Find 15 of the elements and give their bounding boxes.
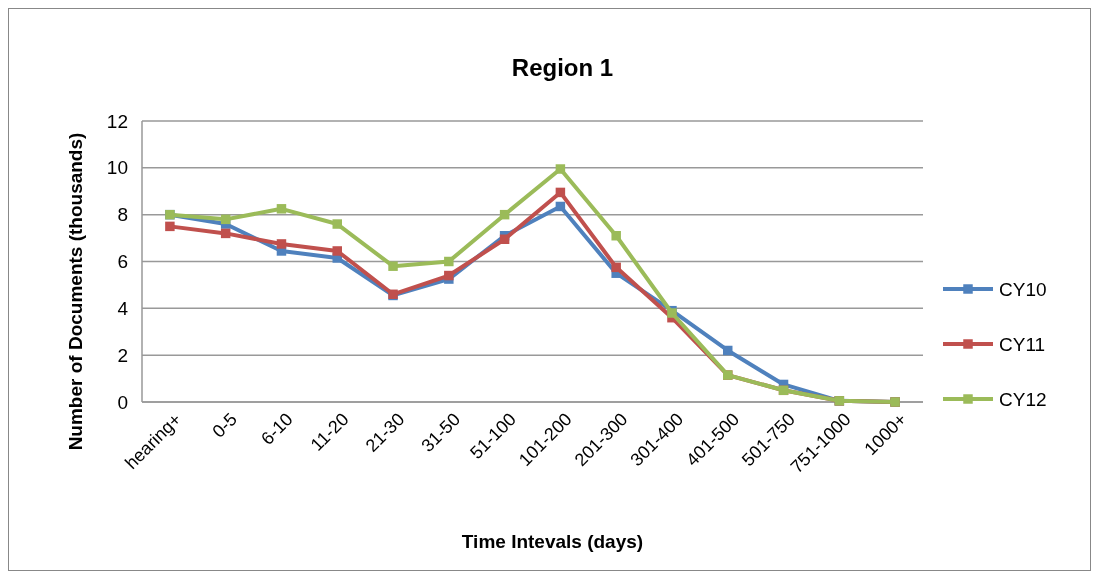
y-tick-label: 12 [106,110,128,132]
legend-label: CY10 [999,278,1047,300]
legend-label: CY11 [999,333,1046,355]
x-tick-label: 6-10 [257,409,297,449]
chart-title: Region 1 [511,54,614,81]
y-tick-label: 10 [106,157,128,179]
x-tick-label: 0-5 [208,409,241,442]
y-tick-label: 8 [117,204,128,226]
y-tick-label: 4 [117,297,129,319]
x-axis-title: Time Intevals (days) [461,531,644,552]
legend-label: CY12 [999,388,1047,410]
y-tick-label: 0 [117,391,128,413]
y-axis-title: Number of Documents (thousands) [65,132,86,451]
y-tick-label: 6 [117,251,128,273]
y-tick-label: 2 [117,344,128,366]
